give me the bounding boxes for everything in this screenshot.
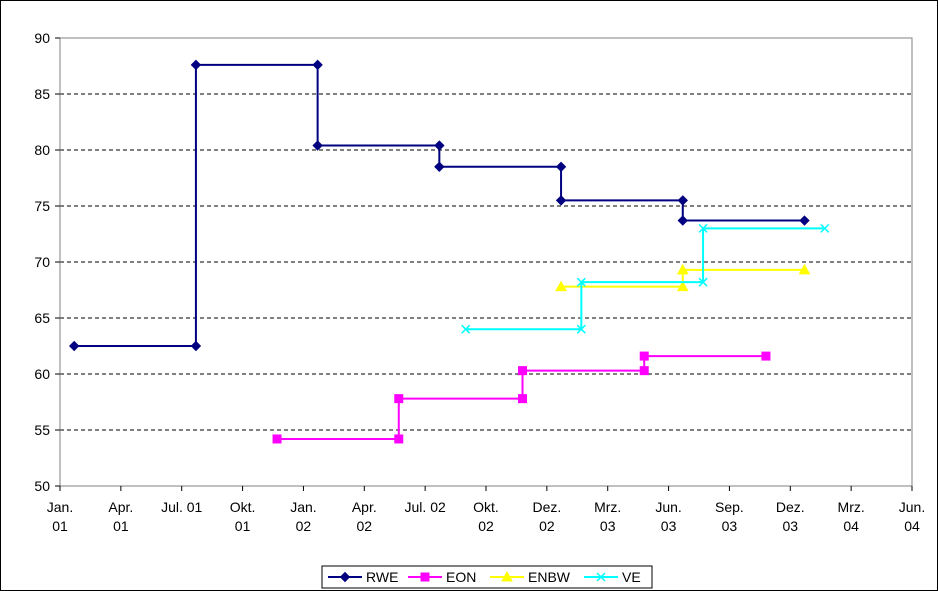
series-enbw: [555, 263, 811, 292]
data-point-eon: [272, 434, 282, 444]
series-rwe: [68, 59, 810, 352]
x-tick-label-line1: Okt.: [473, 499, 499, 515]
legend-marker-enbw: [501, 570, 513, 582]
data-point-rwe: [555, 195, 567, 206]
legend-item-eon: EON: [408, 569, 476, 585]
x-tick-label-line2: 01: [52, 518, 68, 534]
x-tick-label-line2: 01: [113, 518, 129, 534]
x-axis-ticks: Jan. 01 Apr. 01 Jul. 01 Okt. 01 Jan. 02 Apr. 02 Jul…: [47, 486, 925, 534]
data-point-rwe: [555, 161, 567, 173]
data-point-enbw: [676, 263, 689, 275]
data-point-rwe: [434, 140, 445, 151]
x-tick-label-line1: Mrz.: [838, 499, 865, 515]
x-tick-label-line2: 02: [296, 518, 312, 534]
data-point-rwe: [190, 340, 202, 352]
legend-marker-eon: [420, 572, 430, 582]
data-point-rwe: [799, 215, 810, 226]
x-tick-label-line2: 03: [722, 518, 738, 534]
data-point-eon: [394, 394, 404, 404]
x-tick-label-line2: 02: [356, 518, 372, 534]
y-tick-label: 55: [34, 422, 50, 438]
data-point-eon: [639, 351, 649, 361]
x-tick-label-line1: Mrz.: [594, 499, 621, 515]
x-tick-label-line1: Apr.: [108, 499, 133, 515]
legend-label-enbw: ENBW: [528, 569, 571, 585]
x-tick-label-line1: Jan.: [47, 499, 73, 515]
data-point-ve: [698, 223, 708, 233]
y-tick-label: 70: [34, 254, 50, 270]
data-point-eon: [518, 394, 528, 404]
x-tick-label-line1: Jan.: [290, 499, 316, 515]
x-tick-label-line1: Jun.: [655, 499, 681, 515]
legend-label-rwe: RWE: [366, 569, 398, 585]
x-tick-label-line2: 02: [478, 518, 494, 534]
x-tick-label-line1: Sep.: [715, 499, 744, 515]
data-point-ve: [461, 324, 471, 334]
legend-item-ve: VE: [584, 569, 641, 585]
x-tick-label-line2: 04: [904, 518, 920, 534]
data-point-rwe: [190, 59, 202, 71]
y-axis-ticks: 50 55 60 65 70 75 80 85 90: [34, 30, 60, 494]
data-point-eon: [639, 366, 649, 376]
series-line-enbw: [561, 268, 805, 288]
legend-marker-ve: [596, 572, 606, 582]
y-tick-label: 80: [34, 142, 50, 158]
data-point-ve: [820, 223, 830, 233]
x-tick-label-line1: Jul. 01: [161, 499, 202, 515]
x-tick-label-line1: Okt.: [230, 499, 256, 515]
legend-marker-rwe: [339, 571, 351, 583]
data-point-enbw: [555, 280, 567, 292]
data-point-ve: [698, 277, 708, 287]
legend: RWE EON ENBW VE: [321, 565, 653, 589]
x-tick-label-line1: Jul. 02: [405, 499, 446, 515]
legend-label-eon: EON: [446, 569, 476, 585]
data-point-eon: [761, 351, 771, 361]
data-point-rwe: [312, 140, 323, 151]
data-point-eon: [518, 366, 528, 376]
x-tick-label-line2: 03: [782, 518, 798, 534]
x-tick-label-line2: 01: [235, 518, 251, 534]
y-tick-label: 90: [34, 30, 50, 46]
series-ve: [461, 223, 830, 334]
y-tick-label: 75: [34, 198, 50, 214]
data-point-rwe: [677, 195, 688, 206]
data-point-enbw: [798, 263, 811, 275]
x-tick-label-line2: 04: [843, 518, 859, 534]
y-tick-label: 60: [34, 366, 50, 382]
data-point-ve: [576, 324, 586, 334]
data-point-enbw: [676, 280, 689, 292]
data-point-rwe: [312, 59, 323, 71]
legend-item-rwe: RWE: [328, 569, 398, 585]
legend-box: [321, 565, 653, 589]
legend-label-ve: VE: [622, 569, 641, 585]
data-point-rwe: [68, 340, 80, 352]
y-tick-label: 85: [34, 86, 50, 102]
data-point-rwe: [677, 215, 688, 226]
legend-item-enbw: ENBW: [490, 569, 571, 585]
series-eon: [272, 351, 771, 444]
series-line-ve: [465, 227, 825, 331]
series-layer: [68, 59, 830, 444]
x-tick-label-line2: 02: [539, 518, 555, 534]
x-tick-label-line2: 03: [661, 518, 677, 534]
data-point-eon: [394, 434, 404, 444]
x-tick-label-line2: 03: [600, 518, 616, 534]
x-tick-label-line1: Dez.: [776, 499, 805, 515]
y-tick-label: 65: [34, 310, 50, 326]
data-point-rwe: [434, 161, 445, 173]
data-point-ve: [576, 277, 586, 287]
x-tick-label-line1: Jun.: [899, 499, 925, 515]
x-tick-label-line1: Dez.: [532, 499, 561, 515]
y-tick-label: 50: [34, 478, 50, 494]
x-tick-label-line1: Apr.: [352, 499, 377, 515]
